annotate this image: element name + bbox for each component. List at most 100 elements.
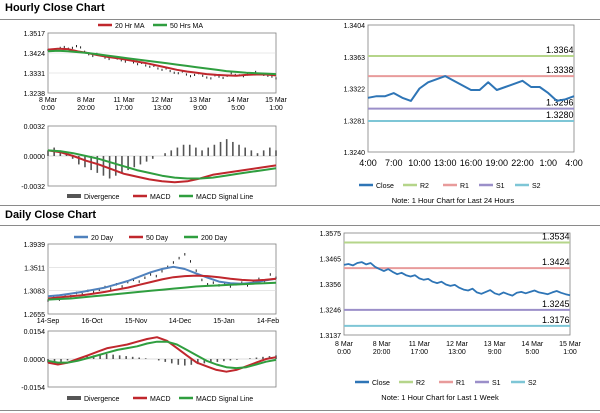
daily-levels-legend: S2 <box>528 380 537 387</box>
hourly-levels-level-label: 1.3338 <box>546 65 574 75</box>
daily-levels-xtick: 11 Mar 17:00 <box>409 341 431 356</box>
hourly-price-frame <box>47 32 277 94</box>
daily-price-ytick: 1.2655 <box>24 312 46 319</box>
hourly-section-title: Hourly Close Chart <box>5 2 105 14</box>
daily-price-xtick: 15-Jan <box>213 318 235 325</box>
hourly-levels-legend: S2 <box>532 183 541 190</box>
hourly-price-ytick: 1.3424 <box>24 51 46 58</box>
daily-price-ytick: 1.3939 <box>24 242 46 249</box>
section-divider <box>0 205 600 206</box>
hourly-macd-series-line <box>47 149 277 184</box>
hourly-price-ytick: 1.3331 <box>24 71 46 78</box>
hourly-price-xtick: 12 Mar 13:00 <box>151 97 173 112</box>
hourly-levels-legend: R1 <box>460 183 469 190</box>
daily-price-legend: 200 Day <box>201 235 228 242</box>
daily-levels-ytick: 1.3137 <box>320 333 342 340</box>
daily-levels-xtick: 8 Mar 0:00 <box>335 341 354 356</box>
daily-levels-xtick: 14 Mar 5:00 <box>521 341 543 356</box>
hourly-levels-legend: S1 <box>496 183 505 190</box>
hourly-levels-ytick: 1.3363 <box>344 55 366 62</box>
hourly-levels-level-label: 1.3296 <box>546 98 574 108</box>
daily-levels-legend: S1 <box>492 380 501 387</box>
daily-price-legend: 20 Day <box>91 235 114 242</box>
daily-price-ytick: 1.3083 <box>24 289 46 296</box>
hourly-levels-xtick: 1:00 <box>539 158 557 168</box>
daily-macd-series-line <box>47 336 277 373</box>
hourly-macd-ytick: -0.0032 <box>21 184 45 191</box>
hourly-levels-legend: R2 <box>420 183 429 190</box>
hourly-price-series-line <box>47 49 277 76</box>
daily-levels-xtick: 12 Mar 13:00 <box>446 341 468 356</box>
hourly-macd-ytick: 0.0000 <box>24 154 46 161</box>
daily-price-series-line <box>47 274 277 300</box>
daily-levels-xtick: 8 Mar 20:00 <box>373 341 392 356</box>
hourly-macd-ytick: 0.0032 <box>24 124 46 131</box>
hourly-levels-xtick: 22:00 <box>511 158 534 168</box>
hourly-levels-xtick: 10:00 <box>408 158 431 168</box>
daily-macd-legend: Divergence <box>84 396 120 403</box>
hourly-levels-ytick: 1.3404 <box>344 23 366 30</box>
hourly-macd-series-line <box>47 149 277 180</box>
hourly-levels-note: Note: 1 Hour Chart for Last 24 Hours <box>392 196 515 205</box>
hourly-levels-close-line <box>367 75 575 102</box>
hourly-levels-xtick: 19:00 <box>485 158 508 168</box>
daily-price-xtick: 14-Feb <box>257 318 279 325</box>
daily-levels-ytick: 1.3465 <box>320 257 342 264</box>
hourly-price-xtick: 8 Mar 20:00 <box>77 97 96 112</box>
daily-title-divider <box>0 225 600 226</box>
daily-price-series-line <box>47 281 277 301</box>
hourly-price-xtick: 14 Mar 5:00 <box>227 97 249 112</box>
daily-levels-level-label: 1.3424 <box>542 257 570 267</box>
hourly-macd-legend: MACD Signal Line <box>196 194 253 201</box>
hourly-macd-legend-swatch <box>67 194 81 198</box>
hourly-levels-legend: Close <box>376 183 394 190</box>
hourly-levels-xtick: 4:00 <box>359 158 377 168</box>
daily-macd-legend-swatch <box>67 396 81 400</box>
daily-macd-ytick: 0.0154 <box>24 329 46 336</box>
daily-price-ytick: 1.3511 <box>24 265 45 272</box>
daily-levels-ytick: 1.3246 <box>320 308 342 315</box>
hourly-price-xtick: 13 Mar 9:00 <box>189 97 211 112</box>
hourly-levels-ytick: 1.3322 <box>344 87 366 94</box>
daily-levels-xtick: 13 Mar 9:00 <box>484 341 506 356</box>
daily-levels-ytick: 1.3575 <box>320 231 342 238</box>
hourly-levels-level-label: 1.3280 <box>546 110 574 120</box>
hourly-levels-xtick: 7:00 <box>385 158 403 168</box>
hourly-price-ytick: 1.3238 <box>24 91 46 98</box>
hourly-macd-legend: Divergence <box>84 194 120 201</box>
daily-levels-level-label: 1.3245 <box>542 299 570 309</box>
daily-levels-legend: R1 <box>456 380 465 387</box>
daily-macd-legend: MACD Signal Line <box>196 396 253 403</box>
daily-levels-legend: R2 <box>416 380 425 387</box>
daily-price-legend: 50 Day <box>146 235 169 242</box>
daily-price-xtick: 14-Dec <box>169 318 192 325</box>
hourly-levels-xtick: 16:00 <box>460 158 483 168</box>
hourly-levels-xtick: 13:00 <box>434 158 457 168</box>
daily-price-xtick: 16-Oct <box>81 318 102 325</box>
daily-price-xtick: 14-Sep <box>37 318 60 325</box>
daily-levels-ytick: 1.3356 <box>320 282 342 289</box>
hourly-macd-legend: MACD <box>150 194 171 201</box>
daily-macd-legend: MACD <box>150 396 171 403</box>
daily-levels-level-label: 1.3534 <box>542 232 570 242</box>
hourly-title-divider <box>0 19 600 20</box>
daily-levels-level-label: 1.3176 <box>542 315 570 325</box>
daily-section-title: Daily Close Chart <box>5 209 97 221</box>
hourly-levels-frame <box>367 24 575 153</box>
daily-levels-note: Note: 1 Hour Chart for Last 1 Week <box>381 393 499 402</box>
daily-levels-frame <box>343 232 571 336</box>
daily-macd-ytick: -0.0154 <box>21 385 45 392</box>
hourly-price-xtick: 15 Mar 1:00 <box>265 97 287 112</box>
daily-levels-legend: Close <box>372 380 390 387</box>
hourly-levels-ytick: 1.3281 <box>344 118 366 125</box>
daily-price-xtick: 15-Nov <box>125 318 148 325</box>
hourly-price-ytick: 1.3517 <box>24 31 46 38</box>
hourly-price-legend: 20 Hr MA <box>115 23 145 30</box>
bottom-divider <box>0 410 600 411</box>
hourly-price-legend: 50 Hrs MA <box>170 23 203 30</box>
hourly-levels-ytick: 1.3240 <box>344 150 366 157</box>
daily-levels-xtick: 15 Mar 1:00 <box>559 341 581 356</box>
daily-levels-close-line <box>343 261 571 297</box>
hourly-price-xtick: 8 Mar 0:00 <box>39 97 58 112</box>
